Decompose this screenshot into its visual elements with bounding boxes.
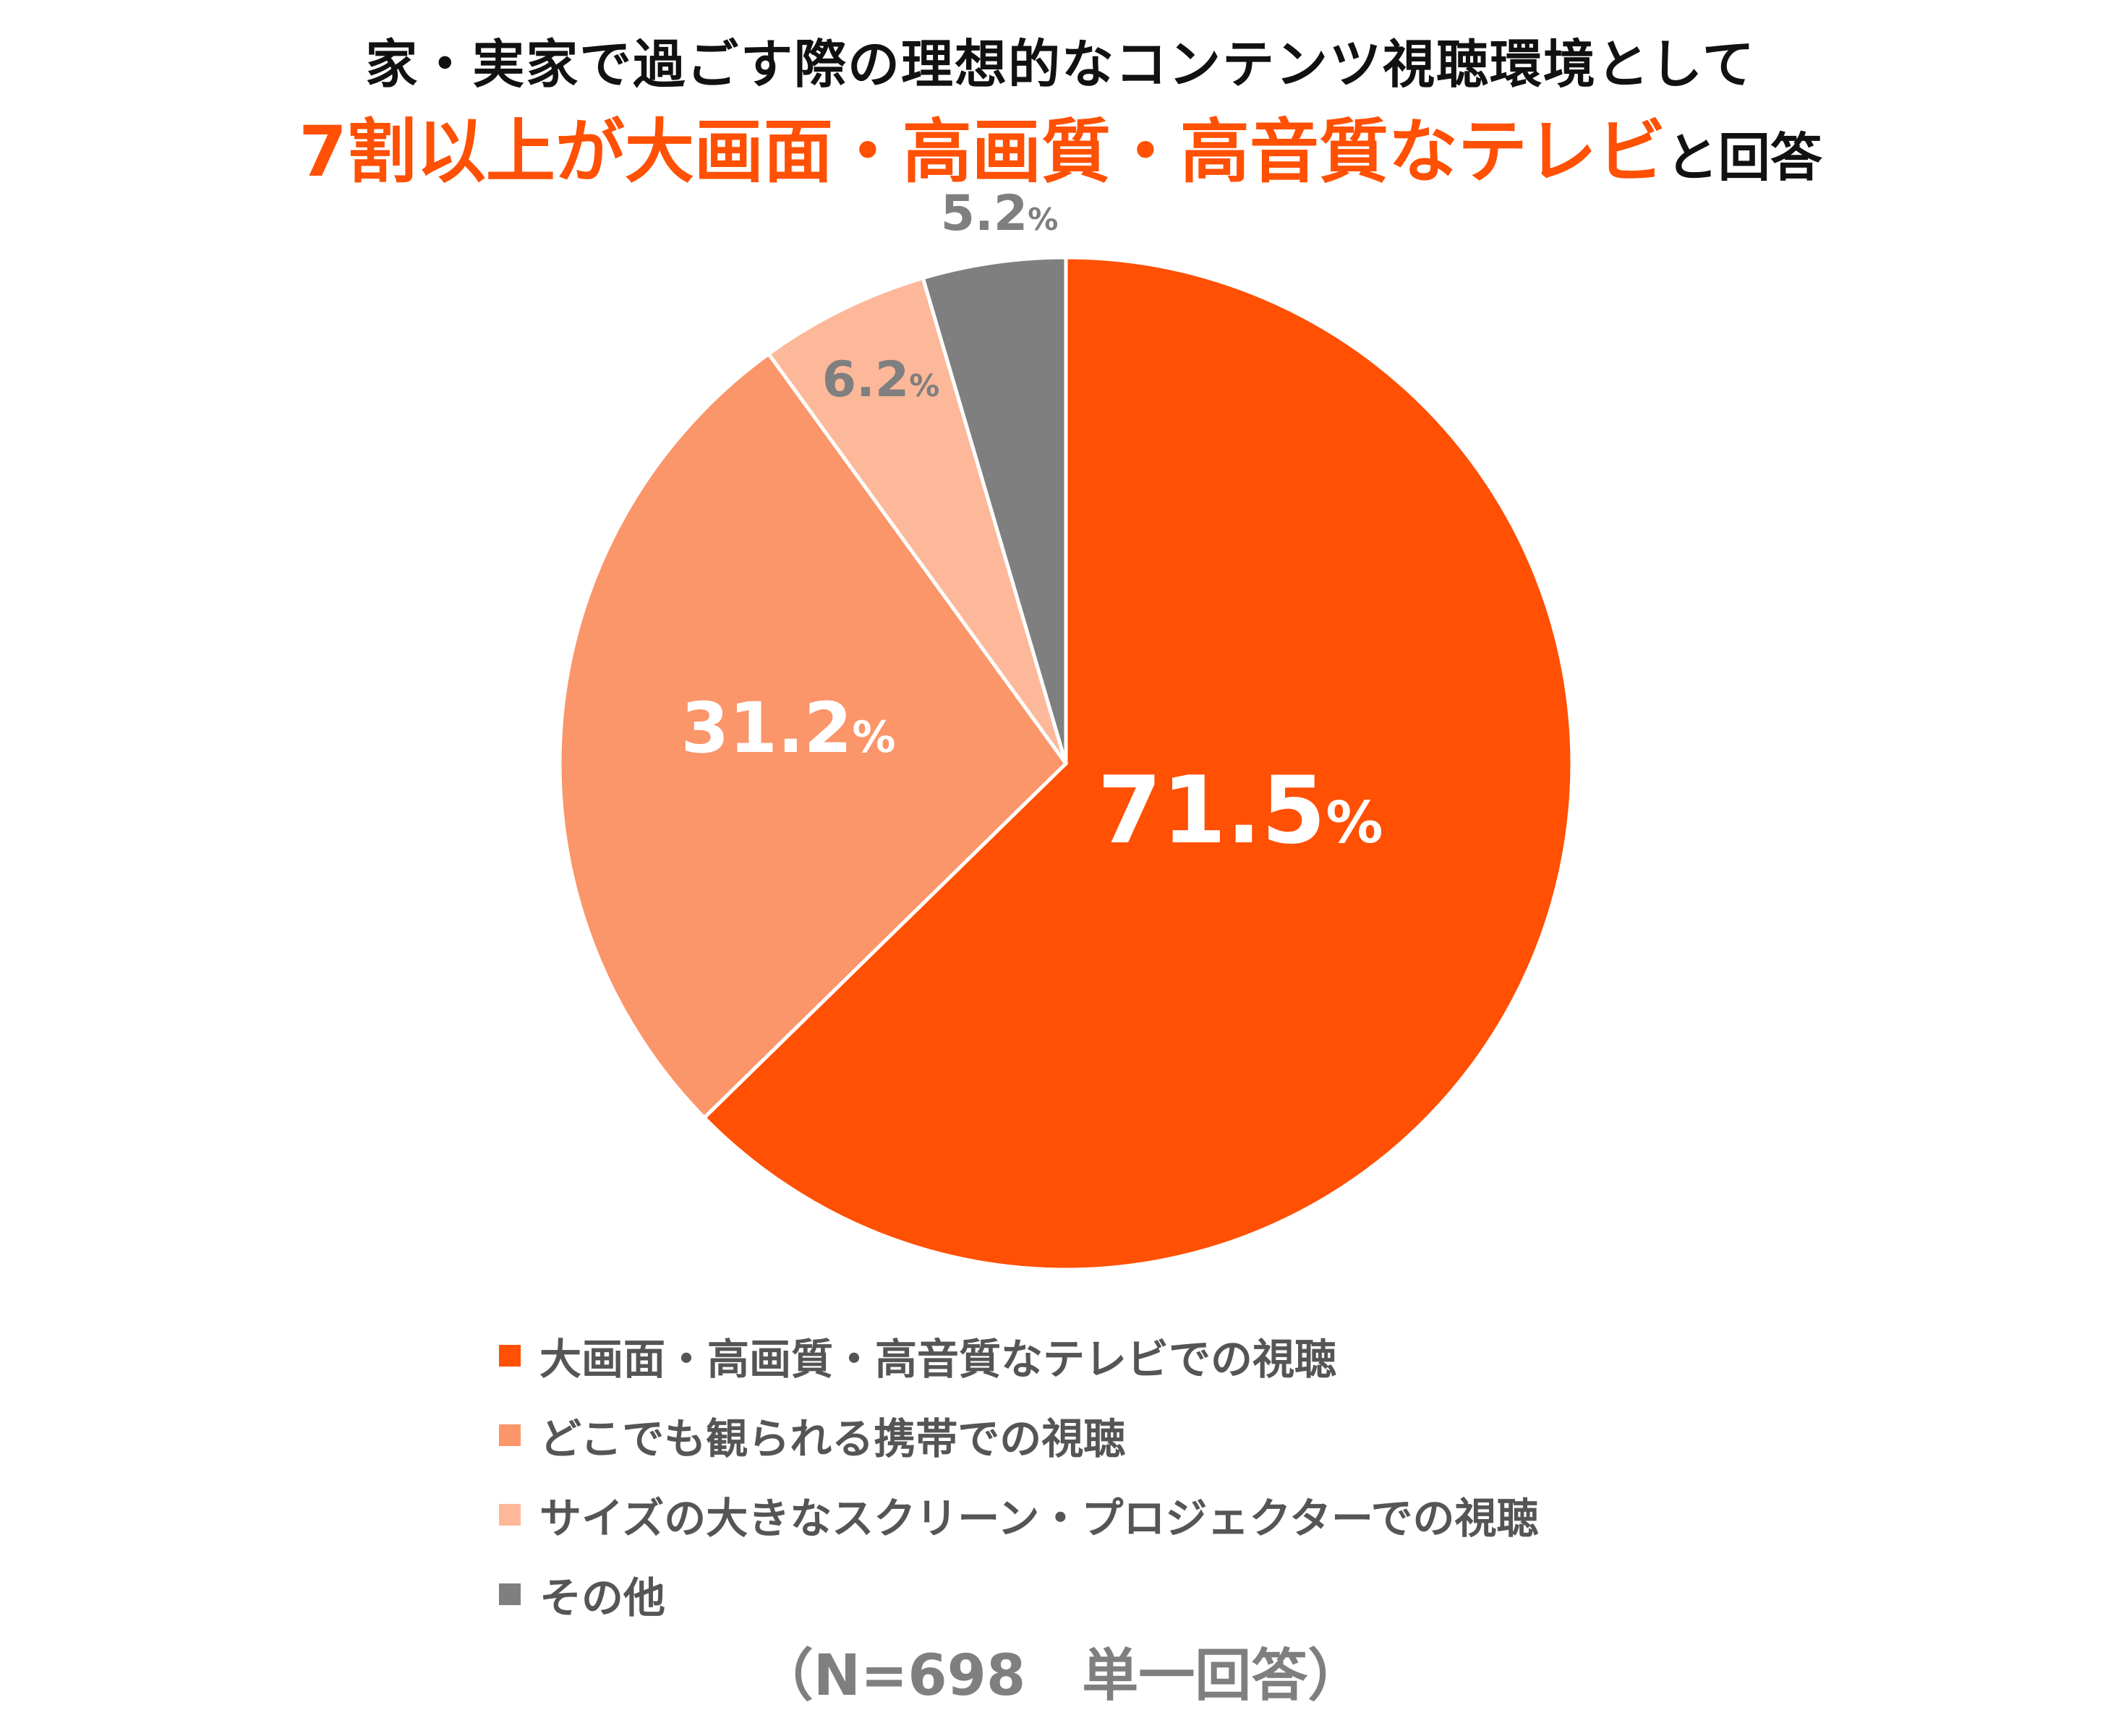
legend-label: その他 <box>539 1573 666 1622</box>
legend-label: どこでも観られる携帯での視聴 <box>539 1414 1126 1463</box>
chart-title-line2: 7割以上が大画面・高画質・高音質なテレビと回答 <box>0 95 2121 196</box>
pie-slice <box>921 255 1068 764</box>
legend-item: 大画面・高画質・高音質なテレビでの視聴 <box>499 1316 1539 1395</box>
legend-swatch <box>499 1424 521 1446</box>
chart-title-rest: と回答 <box>1665 127 1822 188</box>
legend-swatch <box>499 1345 521 1367</box>
data-label: 71.5% <box>1098 757 1383 865</box>
legend: 大画面・高画質・高音質なテレビでの視聴 どこでも観られる携帯での視聴 サイズの大… <box>499 1316 1539 1634</box>
chart-title-highlight: 7割以上が大画面・高画質・高音質なテレビ <box>299 111 1666 192</box>
legend-swatch <box>499 1504 521 1526</box>
data-label: 6.2% <box>822 351 940 409</box>
legend-item: その他 <box>499 1555 1539 1634</box>
legend-label: サイズの大きなスクリーン・プロジェクターでの視聴 <box>539 1494 1539 1543</box>
legend-swatch <box>499 1583 521 1605</box>
legend-item: サイズの大きなスクリーン・プロジェクターでの視聴 <box>499 1475 1539 1555</box>
pie-slice <box>701 255 1574 1272</box>
data-label: 31.2% <box>681 688 896 769</box>
pie-slice <box>766 275 1068 765</box>
sample-size-note: （N=698 単一回答） <box>756 1643 1365 1709</box>
pie-slice <box>558 351 1069 1121</box>
chart-title-line1: 家・実家で過ごす際の理想的なコンテンツ視聴環境として <box>365 34 1756 95</box>
legend-label: 大画面・高画質・高音質なテレビでの視聴 <box>539 1335 1337 1384</box>
legend-item: どこでも観られる携帯での視聴 <box>499 1395 1539 1475</box>
data-label: 5.2% <box>941 185 1059 242</box>
